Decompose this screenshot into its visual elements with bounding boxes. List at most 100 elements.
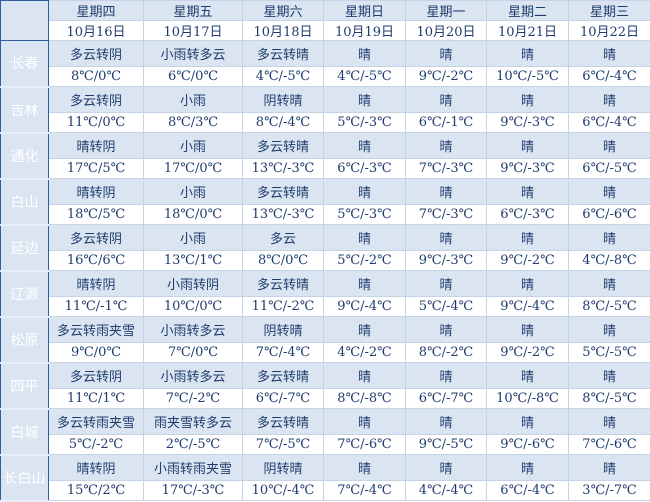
city-name: 四平 [1, 363, 49, 409]
weather-cell: 晴 [487, 225, 569, 251]
weather-cell: 晴 [487, 87, 569, 113]
weather-cell: 多云转阴 [49, 87, 144, 113]
temperature-cell: 9℃/-4℃ [487, 297, 569, 317]
temperature-cell: 9℃/-4℃ [324, 297, 406, 317]
temperature-cell: 17℃/-3℃ [144, 481, 243, 501]
weather-cell: 晴 [569, 41, 650, 67]
weather-cell: 晴 [406, 363, 487, 389]
weather-row: 松原多云转雨夹雪小雨转多云阴转晴晴晴晴晴 [1, 317, 650, 343]
weather-cell: 阴转晴 [243, 455, 324, 481]
weather-cell: 晴 [487, 317, 569, 343]
city-name: 通化 [1, 133, 49, 179]
temperature-cell: 11℃/0℃ [49, 113, 144, 133]
weather-cell: 阴转晴 [243, 87, 324, 113]
temperature-cell: 8℃/-5℃ [569, 297, 650, 317]
temperature-cell: 8℃/-2℃ [406, 343, 487, 363]
weather-row: 通化晴转阴小雨多云转晴晴晴晴晴 [1, 133, 650, 159]
temperature-cell: 8℃/-8℃ [324, 389, 406, 409]
weather-cell: 晴转阴 [49, 271, 144, 297]
temperature-cell: 9℃/-2℃ [406, 67, 487, 87]
temperature-cell: 7℃/0℃ [144, 343, 243, 363]
weather-cell: 小雨转多云 [144, 363, 243, 389]
weather-cell: 多云转阴 [49, 225, 144, 251]
temperature-cell: 6℃/-7℃ [406, 389, 487, 409]
temperature-cell: 9℃/-3℃ [487, 113, 569, 133]
city-name: 长白山 [1, 455, 49, 501]
weekday-header: 星期四 [49, 1, 144, 21]
temperature-cell: 7℃/-5℃ [243, 435, 324, 455]
weather-cell: 多云转晴 [243, 363, 324, 389]
weather-cell: 晴 [569, 271, 650, 297]
weather-cell: 晴 [569, 179, 650, 205]
weather-cell: 小雨转雨夹雪 [144, 455, 243, 481]
weather-cell: 晴 [406, 225, 487, 251]
weather-cell: 晴 [569, 87, 650, 113]
weekday-header: 星期一 [406, 1, 487, 21]
corner-cell [1, 1, 49, 41]
temperature-cell: 6℃/-6℃ [569, 205, 650, 225]
temperature-cell: 10℃/-5℃ [487, 67, 569, 87]
temperature-cell: 6℃/-4℃ [569, 113, 650, 133]
weather-cell: 多云转晴 [243, 409, 324, 435]
city-name: 延边 [1, 225, 49, 271]
weather-cell: 晴 [487, 179, 569, 205]
weather-cell: 晴 [406, 409, 487, 435]
temperature-cell: 9℃/-2℃ [487, 251, 569, 271]
temperature-cell: 4℃/-8℃ [569, 251, 650, 271]
temperature-cell: 5℃/-3℃ [324, 113, 406, 133]
weather-cell: 小雨 [144, 225, 243, 251]
weather-cell: 晴 [406, 41, 487, 67]
weather-cell: 多云转雨夹雪 [49, 409, 144, 435]
weather-cell: 小雨转多云 [144, 317, 243, 343]
weather-cell: 晴 [406, 455, 487, 481]
weather-row: 长白山晴转阴小雨转雨夹雪阴转晴晴晴晴晴 [1, 455, 650, 481]
temperature-cell: 7℃/-4℃ [243, 343, 324, 363]
temperature-cell: 7℃/-4℃ [324, 481, 406, 501]
weather-cell: 小雨转多云 [144, 41, 243, 67]
weather-cell: 阴转晴 [243, 317, 324, 343]
temperature-cell: 6℃/-3℃ [487, 205, 569, 225]
weather-cell: 晴 [324, 271, 406, 297]
weather-cell: 晴 [406, 179, 487, 205]
temperature-cell: 5℃/-2℃ [49, 435, 144, 455]
temperature-cell: 6℃/0℃ [144, 67, 243, 87]
weather-cell: 晴 [569, 225, 650, 251]
weather-cell: 晴 [569, 363, 650, 389]
temperature-cell: 4℃/-5℃ [243, 67, 324, 87]
weekday-header: 星期二 [487, 1, 569, 21]
weather-row: 辽源晴转阴小雨转阴多云转晴晴晴晴晴 [1, 271, 650, 297]
weekday-header: 星期五 [144, 1, 243, 21]
temperature-cell: 2℃/-5℃ [144, 435, 243, 455]
temperature-cell: 10℃/-4℃ [243, 481, 324, 501]
weather-row: 延边多云转阴小雨多云晴晴晴晴 [1, 225, 650, 251]
date-header: 10月16日 [49, 21, 144, 41]
temperature-cell: 4℃/-4℃ [406, 481, 487, 501]
city-name: 白山 [1, 179, 49, 225]
weather-cell: 多云转晴 [243, 41, 324, 67]
temperature-cell: 8℃/-4℃ [243, 113, 324, 133]
temperature-cell: 8℃/3℃ [144, 113, 243, 133]
weather-cell: 晴 [569, 133, 650, 159]
temperature-cell: 8℃/-5℃ [569, 389, 650, 409]
weather-cell: 晴 [487, 363, 569, 389]
temperature-cell: 13℃/-3℃ [243, 205, 324, 225]
temperature-cell: 11℃/-2℃ [243, 297, 324, 317]
weather-cell: 晴 [324, 133, 406, 159]
temperature-cell: 7℃/-3℃ [406, 159, 487, 179]
temperature-cell: 5℃/-5℃ [569, 343, 650, 363]
temperature-cell: 7℃/-2℃ [144, 389, 243, 409]
weather-cell: 晴 [324, 225, 406, 251]
temperature-cell: 6℃/-7℃ [243, 389, 324, 409]
weather-cell: 多云转晴 [243, 179, 324, 205]
date-header: 10月18日 [243, 21, 324, 41]
weather-cell: 晴 [406, 317, 487, 343]
weather-cell: 多云转晴 [243, 133, 324, 159]
weather-cell: 多云转雨夹雪 [49, 317, 144, 343]
